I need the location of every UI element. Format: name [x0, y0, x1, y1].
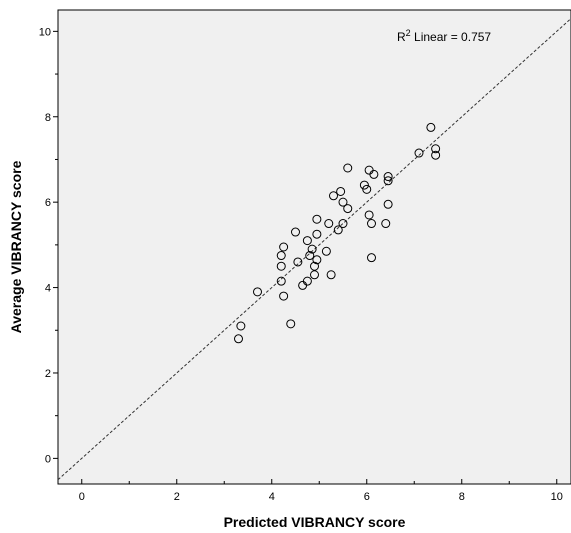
x-tick-label: 4 [269, 491, 275, 503]
data-point [369, 169, 379, 179]
data-point [336, 186, 346, 196]
data-point [333, 225, 343, 235]
y-tick-label: 6 [45, 197, 51, 209]
data-point [383, 176, 393, 186]
data-point [381, 219, 391, 229]
x-tick-label: 2 [174, 491, 180, 503]
data-point [312, 255, 322, 265]
plot-area [57, 9, 571, 485]
data-point [276, 261, 286, 271]
y-tick-label: 4 [45, 283, 51, 295]
data-point [293, 257, 303, 267]
data-point [312, 214, 322, 224]
data-point [329, 191, 338, 201]
data-point [338, 197, 348, 207]
data-point [276, 251, 286, 261]
x-axis-title: Predicted VIBRANCY score [224, 514, 406, 530]
x-tick-label: 8 [459, 491, 465, 503]
data-point [431, 150, 441, 160]
data-point [367, 219, 376, 229]
data-point [367, 253, 376, 263]
data-point [286, 319, 296, 329]
x-tick-label: 10 [551, 491, 563, 503]
y-tick-label: 8 [45, 112, 51, 124]
x-tick-label: 0 [79, 491, 85, 503]
axis-ticks: 0 2 4 6 8 10 0 2 4 6 8 10 [39, 26, 563, 503]
data-point [343, 204, 353, 214]
data-points [234, 122, 441, 344]
data-point [276, 276, 286, 286]
data-point [338, 219, 348, 229]
data-point [291, 227, 300, 237]
data-point [383, 199, 393, 209]
data-point [312, 229, 322, 239]
data-point [383, 172, 393, 182]
y-axis-title: Average VIBRANCY score [8, 160, 24, 333]
data-point [307, 244, 317, 254]
data-point [431, 144, 441, 154]
data-point [302, 276, 312, 286]
y-tick-label: 2 [45, 368, 51, 380]
data-point [279, 242, 289, 252]
data-point [279, 291, 289, 301]
data-point [362, 184, 372, 194]
data-point [324, 219, 334, 229]
data-point [343, 163, 353, 173]
data-point [305, 251, 315, 261]
data-point [426, 122, 436, 132]
data-point [310, 261, 319, 271]
data-point [234, 334, 243, 344]
data-point [310, 270, 319, 280]
data-point [414, 148, 424, 158]
data-point [359, 180, 369, 190]
data-point [321, 246, 331, 256]
r-value-text: Linear = 0.757 [411, 30, 492, 44]
x-tick-label: 6 [364, 491, 370, 503]
r-label: R [397, 30, 406, 44]
data-point [302, 236, 312, 246]
y-tick-label: 0 [45, 453, 51, 465]
r-superscript: 2 [406, 28, 411, 38]
data-point [326, 270, 336, 280]
r-squared-annotation: R2 Linear = 0.757 [397, 28, 491, 44]
data-point [364, 210, 374, 220]
data-point [253, 287, 262, 297]
y-tick-label: 10 [39, 26, 51, 38]
data-point [236, 321, 246, 331]
